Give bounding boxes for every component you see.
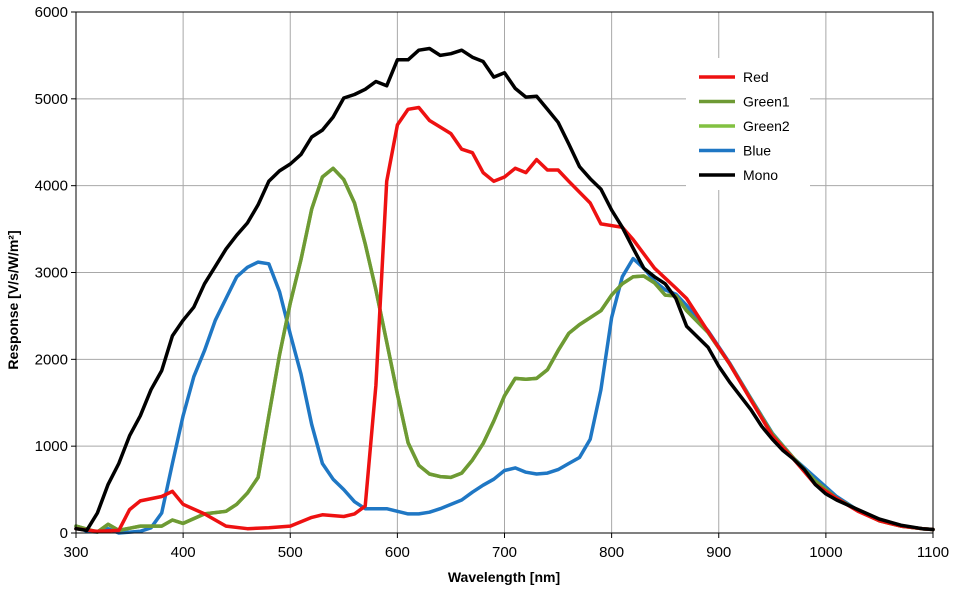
x-tick-label: 700: [492, 544, 517, 561]
x-tick-label: 1000: [809, 544, 842, 561]
x-tick-label: 1100: [917, 544, 949, 561]
x-tick-label: 800: [599, 544, 624, 561]
plot-area-frame: [75, 11, 934, 534]
series-line-mono: [74, 46, 935, 533]
legend-label-green1: Green1: [743, 94, 790, 110]
y-tick-label: 4000: [35, 178, 68, 195]
y-axis-ticks: 0 1000 2000 3000 4000 5000 6000: [35, 4, 76, 542]
legend-label-blue: Blue: [743, 143, 771, 159]
legend-box: [686, 58, 810, 190]
legend-label-red: Red: [743, 69, 769, 85]
y-tick-label: 2000: [35, 351, 68, 368]
x-axis-title: Wavelength [nm]: [448, 569, 560, 585]
legend-label-mono: Mono: [743, 167, 778, 183]
x-tick-label: 600: [385, 544, 410, 561]
x-tick-label: 300: [63, 544, 88, 561]
x-tick-label: 400: [171, 544, 196, 561]
y-tick-label: 0: [60, 525, 68, 542]
y-axis-title: Response [V/s/W/m²]: [5, 230, 21, 369]
y-tick-label: 1000: [35, 438, 68, 455]
y-tick-label: 5000: [35, 91, 68, 108]
y-tick-label: 3000: [35, 265, 68, 282]
y-tick-label: 6000: [35, 4, 68, 21]
series-line-red: [74, 105, 935, 534]
x-axis-ticks: 300 400 500 600 700 800 900 1000 1100: [63, 533, 949, 561]
legend: Red Green1 Green2 Blue Mono: [686, 58, 810, 190]
x-tick-label: 500: [278, 544, 303, 561]
legend-label-green2: Green2: [743, 118, 790, 134]
x-tick-label: 900: [706, 544, 731, 561]
series-layer: [74, 46, 935, 535]
